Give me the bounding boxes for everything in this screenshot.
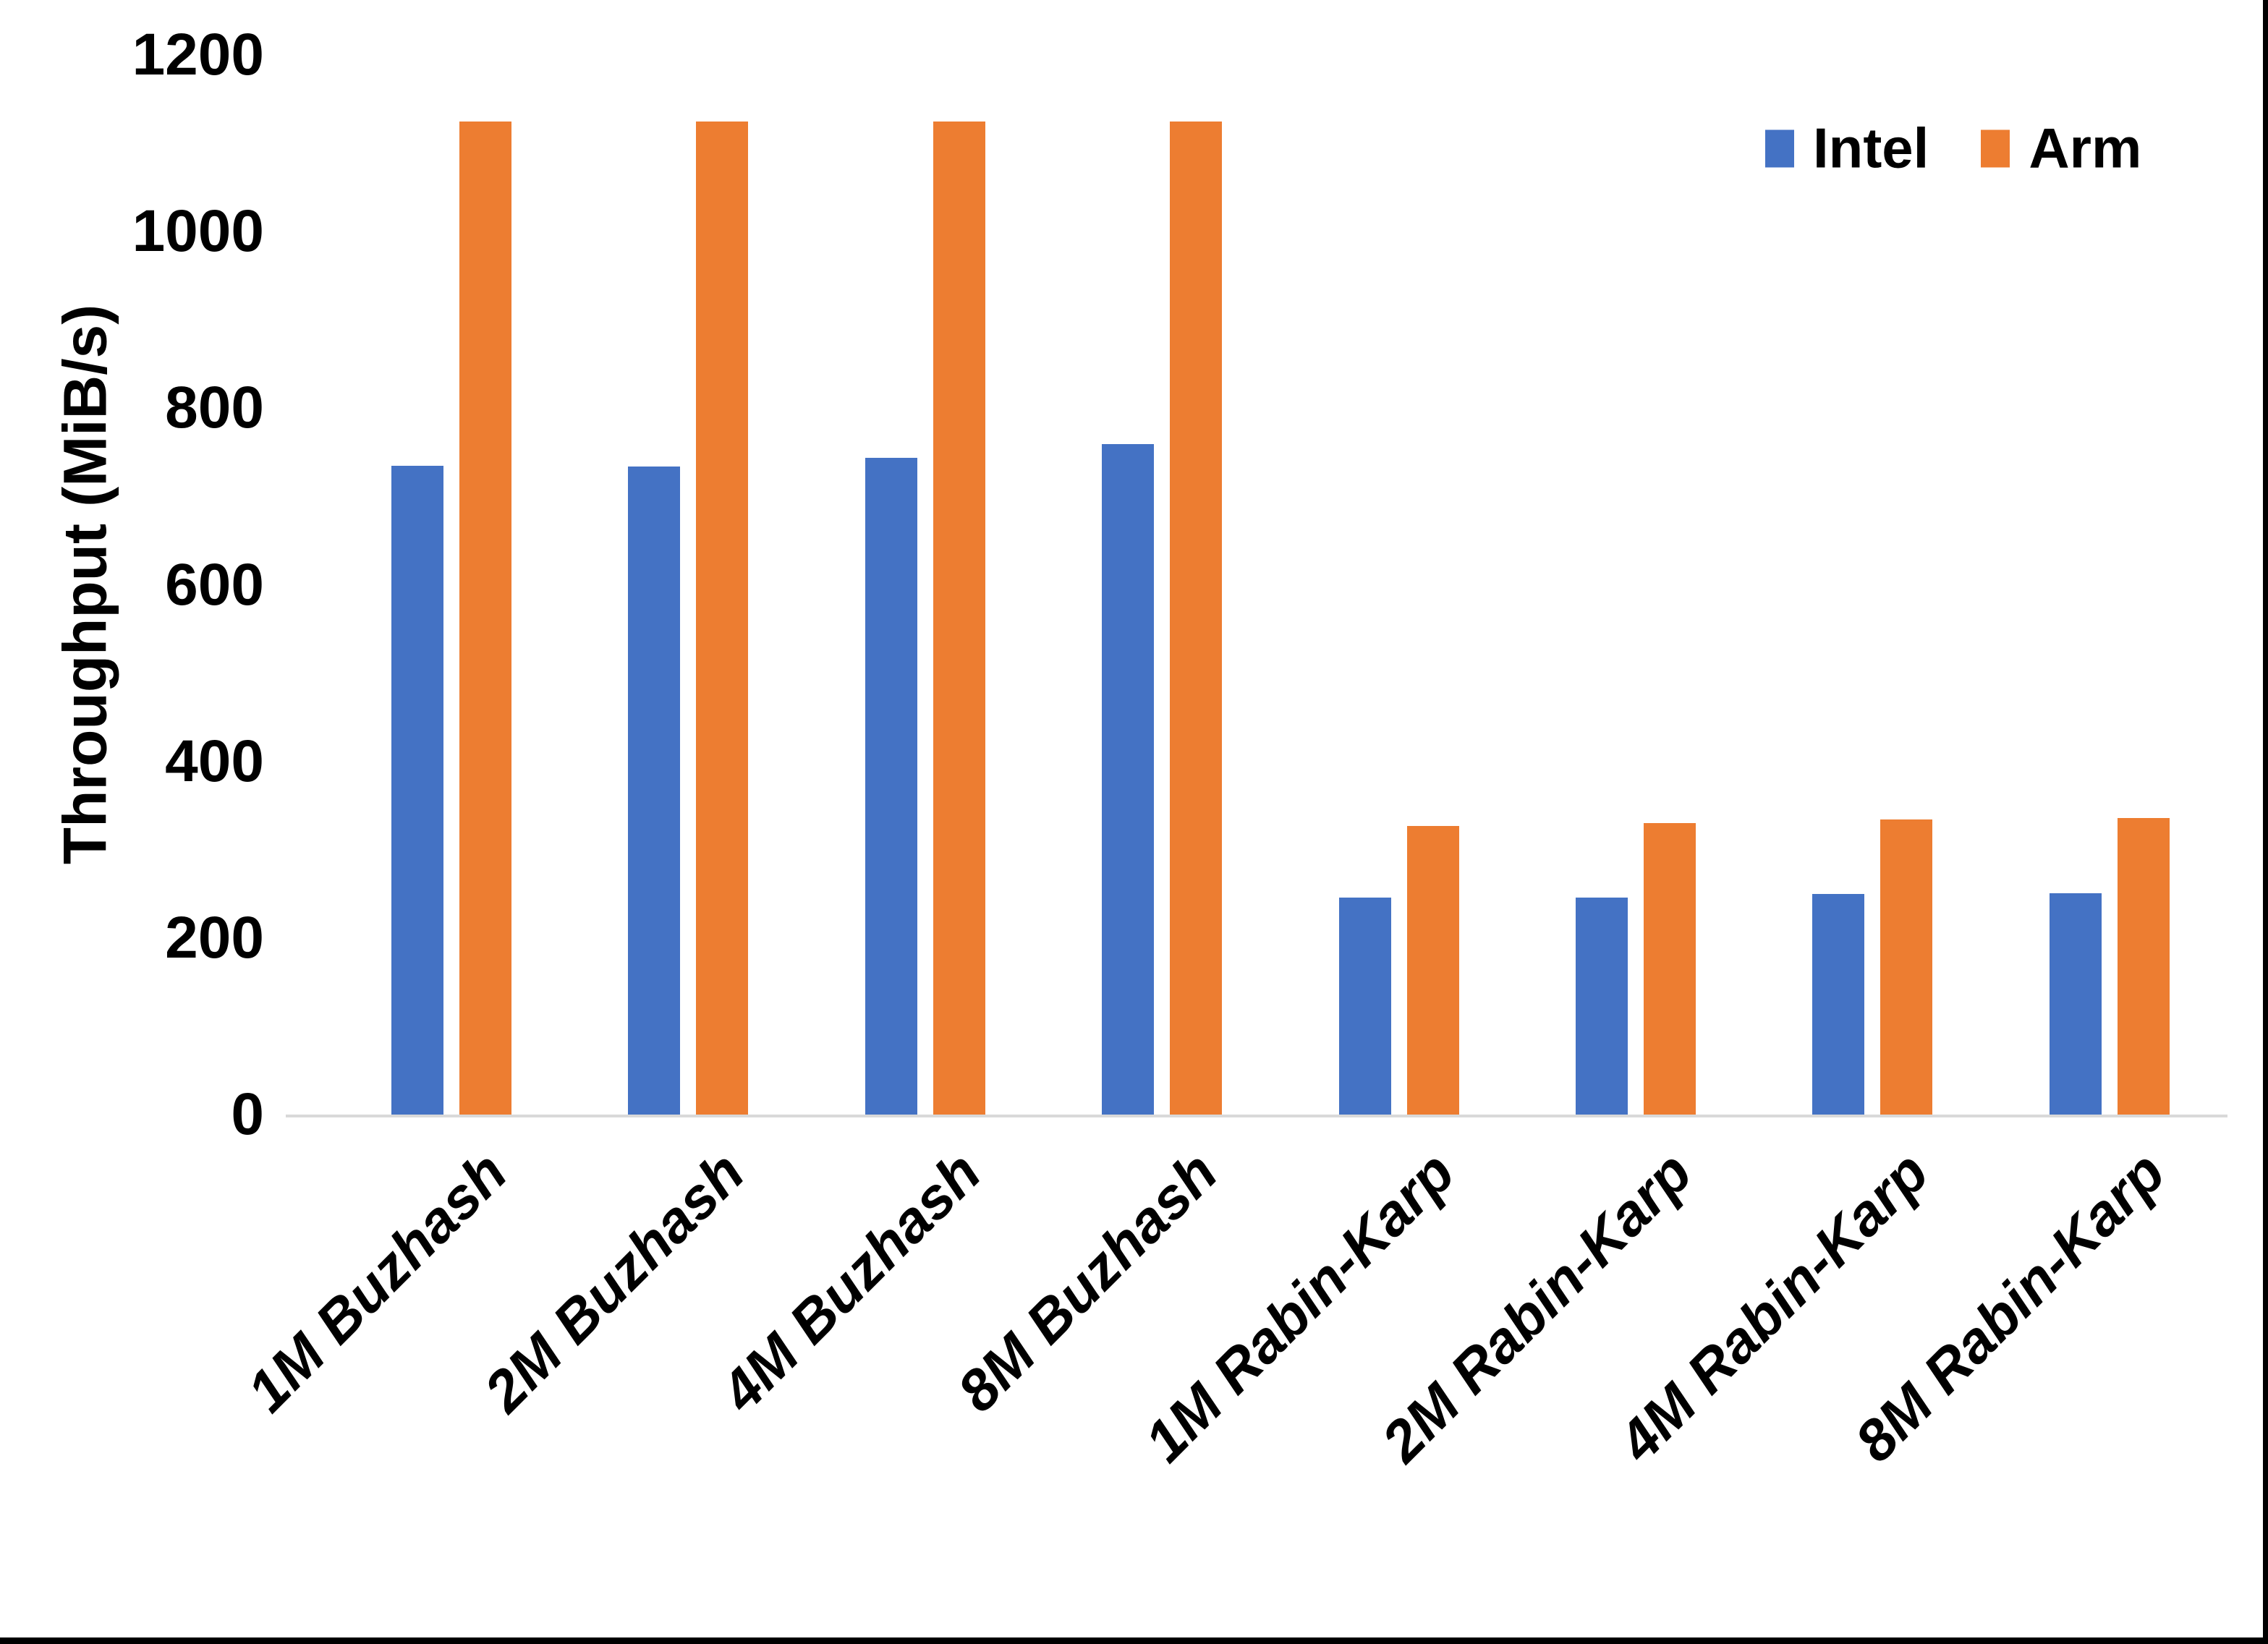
bar-intel-4m-buzhash <box>865 457 917 1115</box>
bar-intel-2m-buzhash <box>628 466 681 1115</box>
bar-intel-8m-rabin-karp <box>2049 893 2102 1115</box>
legend-swatch-intel <box>1765 129 1794 167</box>
bar-arm-1m-rabin-karp <box>1406 825 1459 1115</box>
y-axis-tick-label: 400 <box>165 728 264 794</box>
page-bottom-border <box>0 1637 2268 1644</box>
legend-item-intel: Intel <box>1765 116 1929 182</box>
legend-item-arm: Arm <box>1981 116 2141 182</box>
bar-arm-1m-buzhash <box>459 121 511 1115</box>
y-axis-tick-label: 200 <box>165 904 264 971</box>
legend: Intel Arm <box>1765 116 2141 182</box>
legend-label: Arm <box>2029 116 2142 180</box>
y-axis-tick-label: 800 <box>165 375 264 441</box>
bar-intel-1m-rabin-karp <box>1338 897 1391 1115</box>
bar-arm-4m-rabin-karp <box>1880 819 1933 1115</box>
y-axis-tick-label: 0 <box>231 1081 264 1147</box>
bar-intel-1m-buzhash <box>391 465 443 1115</box>
bar-arm-2m-rabin-karp <box>1644 823 1696 1115</box>
legend-swatch-arm <box>1981 129 2010 167</box>
legend-label: Intel <box>1813 116 1929 180</box>
y-axis-tick-label: 1000 <box>132 198 264 265</box>
bar-arm-8m-buzhash <box>1170 121 1223 1115</box>
page-right-border <box>2263 0 2268 1644</box>
y-axis-tick-label: 1200 <box>132 22 264 88</box>
bar-intel-4m-rabin-karp <box>1812 893 1865 1115</box>
bar-arm-2m-buzhash <box>696 121 749 1115</box>
bar-arm-8m-rabin-karp <box>2117 817 2170 1115</box>
bar-intel-8m-buzhash <box>1102 444 1155 1115</box>
y-axis-tick-label: 600 <box>165 551 264 618</box>
bar-arm-4m-buzhash <box>933 121 985 1115</box>
y-axis-title: Throughput (MiB/s) <box>51 304 119 865</box>
x-axis-line <box>286 1115 2227 1117</box>
bar-intel-2m-rabin-karp <box>1576 897 1628 1115</box>
